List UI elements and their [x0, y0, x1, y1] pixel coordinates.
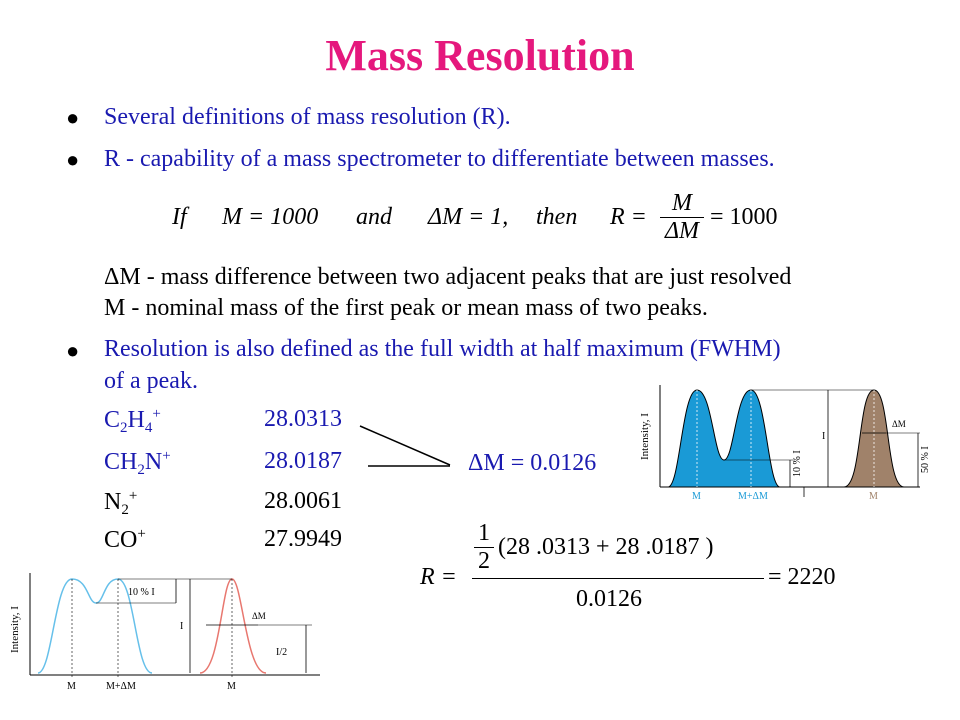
definition-m: M - nominal mass of the first peak or me… [104, 295, 708, 321]
eq1-dm-expr: ΔM = 1, [428, 204, 509, 230]
eq1-fraction: M ΔM [660, 190, 704, 245]
eq1-numerator: M [672, 190, 692, 216]
svg-text:ΔM: ΔM [252, 611, 266, 621]
bullet-3-line-1: Resolution is also defined as the full w… [104, 336, 781, 362]
bullet-dot-1: ● [66, 105, 80, 130]
eq1-r-lhs: R = [610, 204, 647, 230]
figure-filled-peaks: Intensity, I 10 % I I ΔM 50 % I M M+ΔM M [639, 385, 930, 502]
svg-text:Intensity, I: Intensity, I [9, 606, 21, 653]
ion-ch2n: CH2N+ [104, 448, 171, 478]
ion-ch2n-mass: 28.0187 [264, 448, 342, 474]
svg-text:M: M [869, 491, 878, 502]
svg-text:I/2: I/2 [276, 647, 287, 658]
figure-line-peaks: Intensity, I 10 % I I ΔM I/2 M M+ΔM M [9, 573, 320, 692]
eq2-lhs: R = [420, 564, 457, 590]
svg-text:M+ΔM: M+ΔM [106, 681, 136, 692]
eq2-sum: (28 .0313 + 28 .0187 ) [498, 534, 714, 560]
eq2-fraction-bar [472, 578, 764, 579]
ion-c2h4-mass: 28.0313 [264, 406, 342, 432]
ion-c2h4: C2H4+ [104, 406, 161, 436]
ion-co: CO+ [104, 526, 146, 553]
right-y-axis-label: Intensity, I [639, 413, 651, 460]
eq2-denominator: 0.0126 [576, 586, 642, 612]
svg-text:I: I [822, 431, 825, 442]
svg-text:ΔM: ΔM [892, 419, 906, 429]
bullet-3-line-2: of a peak. [104, 368, 198, 394]
svg-text:10 % I: 10 % I [792, 450, 803, 477]
eq1-if: If [172, 204, 187, 230]
page-title: Mass Resolution [325, 31, 635, 80]
ion-co-mass: 27.9949 [264, 526, 342, 552]
delta-m-value: ΔM = 0.0126 [468, 450, 597, 476]
eq2-half: 1 2 [474, 520, 494, 575]
svg-text:I: I [180, 621, 183, 632]
eq1-then: then [536, 204, 578, 230]
eq1-m-expr: M = 1000 [222, 204, 319, 230]
ion-n2-mass: 28.0061 [264, 488, 342, 514]
svg-text:M: M [692, 491, 701, 502]
eq1-denominator: ΔM [660, 217, 704, 245]
svg-text:M: M [67, 681, 76, 692]
eq1-and: and [356, 204, 392, 230]
ion-n2: N2+ [104, 488, 138, 518]
bullet-1: Several definitions of mass resolution (… [104, 104, 511, 130]
bullet-2: R - capability of a mass spectrometer to… [104, 146, 775, 172]
svg-text:10 % I: 10 % I [128, 587, 155, 598]
definition-delta-m: ΔM - mass difference between two adjacen… [104, 264, 792, 290]
eq1-r-rhs: = 1000 [710, 204, 778, 230]
bullet-dot-2: ● [66, 147, 80, 172]
bullet-dot-3: ● [66, 338, 80, 363]
svg-text:M: M [227, 681, 236, 692]
eq2-rhs: = 2220 [768, 564, 836, 590]
svg-text:50 % I: 50 % I [920, 446, 930, 473]
svg-text:M+ΔM: M+ΔM [738, 491, 768, 502]
